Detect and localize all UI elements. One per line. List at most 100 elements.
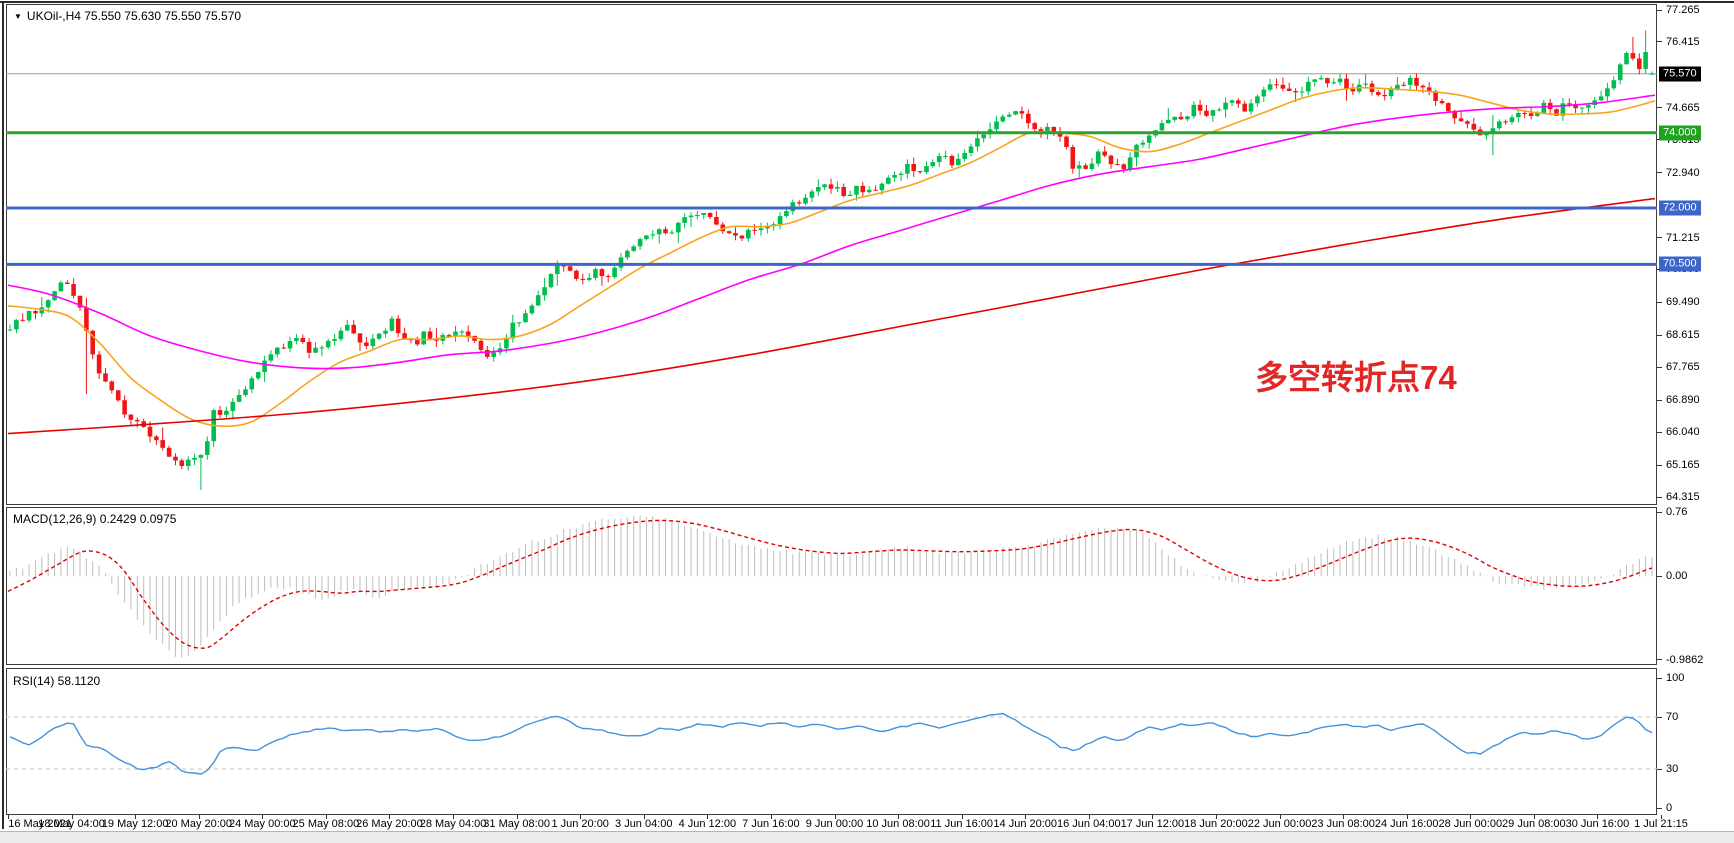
time-axis-label: 18 Jun 20:00 xyxy=(1184,818,1248,830)
time-axis-tick xyxy=(453,815,455,819)
price-axis-label-tick xyxy=(1657,496,1662,498)
macd-histogram xyxy=(9,515,1653,658)
window-border-left xyxy=(2,1,4,829)
time-axis-label: 25 May 08:00 xyxy=(292,818,360,830)
time-axis-label: 18 May 04:00 xyxy=(38,818,105,830)
candles xyxy=(7,30,1655,490)
time-axis-tick xyxy=(1025,815,1027,819)
macd-axis-label-tick xyxy=(1657,575,1662,577)
time-axis-label: 17 Jun 12:00 xyxy=(1120,818,1185,830)
window-border-top xyxy=(0,1,1734,3)
time-axis-tick xyxy=(325,815,327,819)
macd-axis-label-tick xyxy=(1657,511,1662,513)
time-axis-label: 14 Jun 20:00 xyxy=(993,818,1058,830)
price-axis-label: 68.615 xyxy=(1666,329,1700,342)
time-axis-tick xyxy=(1152,815,1154,819)
fast-ma-line[interactable] xyxy=(7,86,1656,428)
time-axis-label: 20 May 20:00 xyxy=(165,818,233,830)
symbol-ohlc-header: ▼ UKOil-,H4 75.550 75.630 75.550 75.570 xyxy=(14,9,241,23)
rsi-axis-label: 30 xyxy=(1666,763,1679,775)
time-axis-label: 26 May 20:00 xyxy=(356,818,423,830)
mid-ma-line[interactable] xyxy=(7,94,1656,370)
macd-axis-label: 0.76 xyxy=(1666,506,1688,518)
macd-panel[interactable] xyxy=(6,507,1657,665)
price-axis-label: 74.665 xyxy=(1666,101,1700,114)
time-axis-tick xyxy=(262,815,264,819)
price-axis-label: 77.265 xyxy=(1666,4,1700,16)
price-axis-label-tick xyxy=(1657,366,1662,368)
price-axis-label: 64.315 xyxy=(1666,491,1700,503)
rsi-panel[interactable] xyxy=(6,668,1657,815)
time-axis-tick xyxy=(1661,815,1662,819)
time-axis-tick xyxy=(834,815,836,819)
rsi-axis-label-tick xyxy=(1657,716,1662,718)
rsi-line xyxy=(9,712,1653,775)
time-axis-tick xyxy=(1215,815,1217,819)
price-badge-75.570: 75.570 xyxy=(1659,66,1701,82)
macd-axis-label: -0.9862 xyxy=(1666,653,1704,666)
time-axis-label: 19 May 12:00 xyxy=(101,818,169,830)
time-axis-tick xyxy=(707,815,709,819)
price-chart-panel[interactable] xyxy=(6,4,1657,505)
time-axis-label: 31 May 08:00 xyxy=(483,818,550,830)
price-axis-label-tick xyxy=(1657,172,1662,174)
price-axis-label: 76.415 xyxy=(1666,35,1700,48)
time-axis-tick xyxy=(389,815,391,819)
price-axis-label-tick xyxy=(1657,237,1662,239)
time-axis-tick xyxy=(643,815,645,819)
time-axis-tick xyxy=(1406,815,1408,819)
macd-indicator-label: MACD(12,26,9) 0.2429 0.0975 xyxy=(13,512,177,526)
price-axis-label-tick xyxy=(1657,301,1662,303)
time-axis-tick xyxy=(1597,815,1599,819)
time-axis-tick xyxy=(580,815,582,819)
chevron-down-icon[interactable]: ▼ xyxy=(14,12,22,21)
rsi-axis-label: 70 xyxy=(1666,711,1679,723)
price-axis-label: 65.165 xyxy=(1666,459,1700,472)
price-axis-label-tick xyxy=(1657,334,1662,336)
time-axis-tick xyxy=(198,815,200,819)
slow-ma-line[interactable] xyxy=(7,197,1656,435)
price-axis-label-tick xyxy=(1657,9,1662,11)
rsi-axis-label: 0 xyxy=(1666,802,1673,814)
time-axis-tick xyxy=(135,815,137,819)
rsi-axis-label: 100 xyxy=(1666,672,1685,684)
macd-axis-label: 0.00 xyxy=(1666,570,1688,583)
rsi-axis-label-tick xyxy=(1657,677,1662,679)
time-axis-label: 3 Jun 04:00 xyxy=(615,818,673,830)
price-badge-74.000: 74.000 xyxy=(1659,125,1701,141)
time-axis-tick xyxy=(1088,815,1090,819)
time-axis-label: 4 Jun 12:00 xyxy=(678,818,737,830)
time-axis-tick xyxy=(770,815,772,819)
time-axis-label: 29 Jun 08:00 xyxy=(1502,818,1566,830)
time-axis-label: 28 May 04:00 xyxy=(419,818,487,830)
time-axis-label: 16 Jun 04:00 xyxy=(1056,818,1121,830)
horizontal-scrollbar-track[interactable] xyxy=(0,831,1734,843)
price-axis-label-tick xyxy=(1657,41,1662,43)
macd-axis-label-tick xyxy=(1657,659,1662,660)
time-axis-label: 16 May 2021 xyxy=(8,818,72,830)
price-axis-label: 72.940 xyxy=(1666,166,1700,179)
price-axis-label: 69.490 xyxy=(1666,296,1700,309)
price-axis-label: 67.765 xyxy=(1666,361,1700,374)
time-axis-label: 9 Jun 00:00 xyxy=(805,818,864,830)
time-axis-tick xyxy=(898,815,900,819)
time-axis-label: 30 Jun 16:00 xyxy=(1565,818,1630,830)
price-badge-72.000: 72.000 xyxy=(1659,200,1701,216)
price-axis-label-tick xyxy=(1657,399,1662,401)
time-axis-label: 10 Jun 08:00 xyxy=(866,818,930,830)
time-axis-label: 22 Jun 00:00 xyxy=(1247,818,1312,830)
price-axis-label-tick xyxy=(1657,107,1662,109)
time-axis-tick xyxy=(1279,815,1281,819)
time-axis-tick xyxy=(1470,815,1472,819)
time-axis-tick xyxy=(8,815,9,819)
time-axis-label: 28 Jun 00:00 xyxy=(1438,818,1503,830)
price-axis-label: 66.040 xyxy=(1666,426,1700,439)
price-axis-label: 71.215 xyxy=(1666,231,1700,244)
price-badge-70.500: 70.500 xyxy=(1659,256,1701,272)
time-axis-label: 24 May 00:00 xyxy=(228,818,296,830)
time-axis-label: 24 Jun 16:00 xyxy=(1374,818,1439,830)
chart-annotation-text[interactable]: 多空转折点74 xyxy=(1255,359,1457,396)
symbol-ohlc-text: UKOil-,H4 75.550 75.630 75.550 75.570 xyxy=(26,9,242,23)
